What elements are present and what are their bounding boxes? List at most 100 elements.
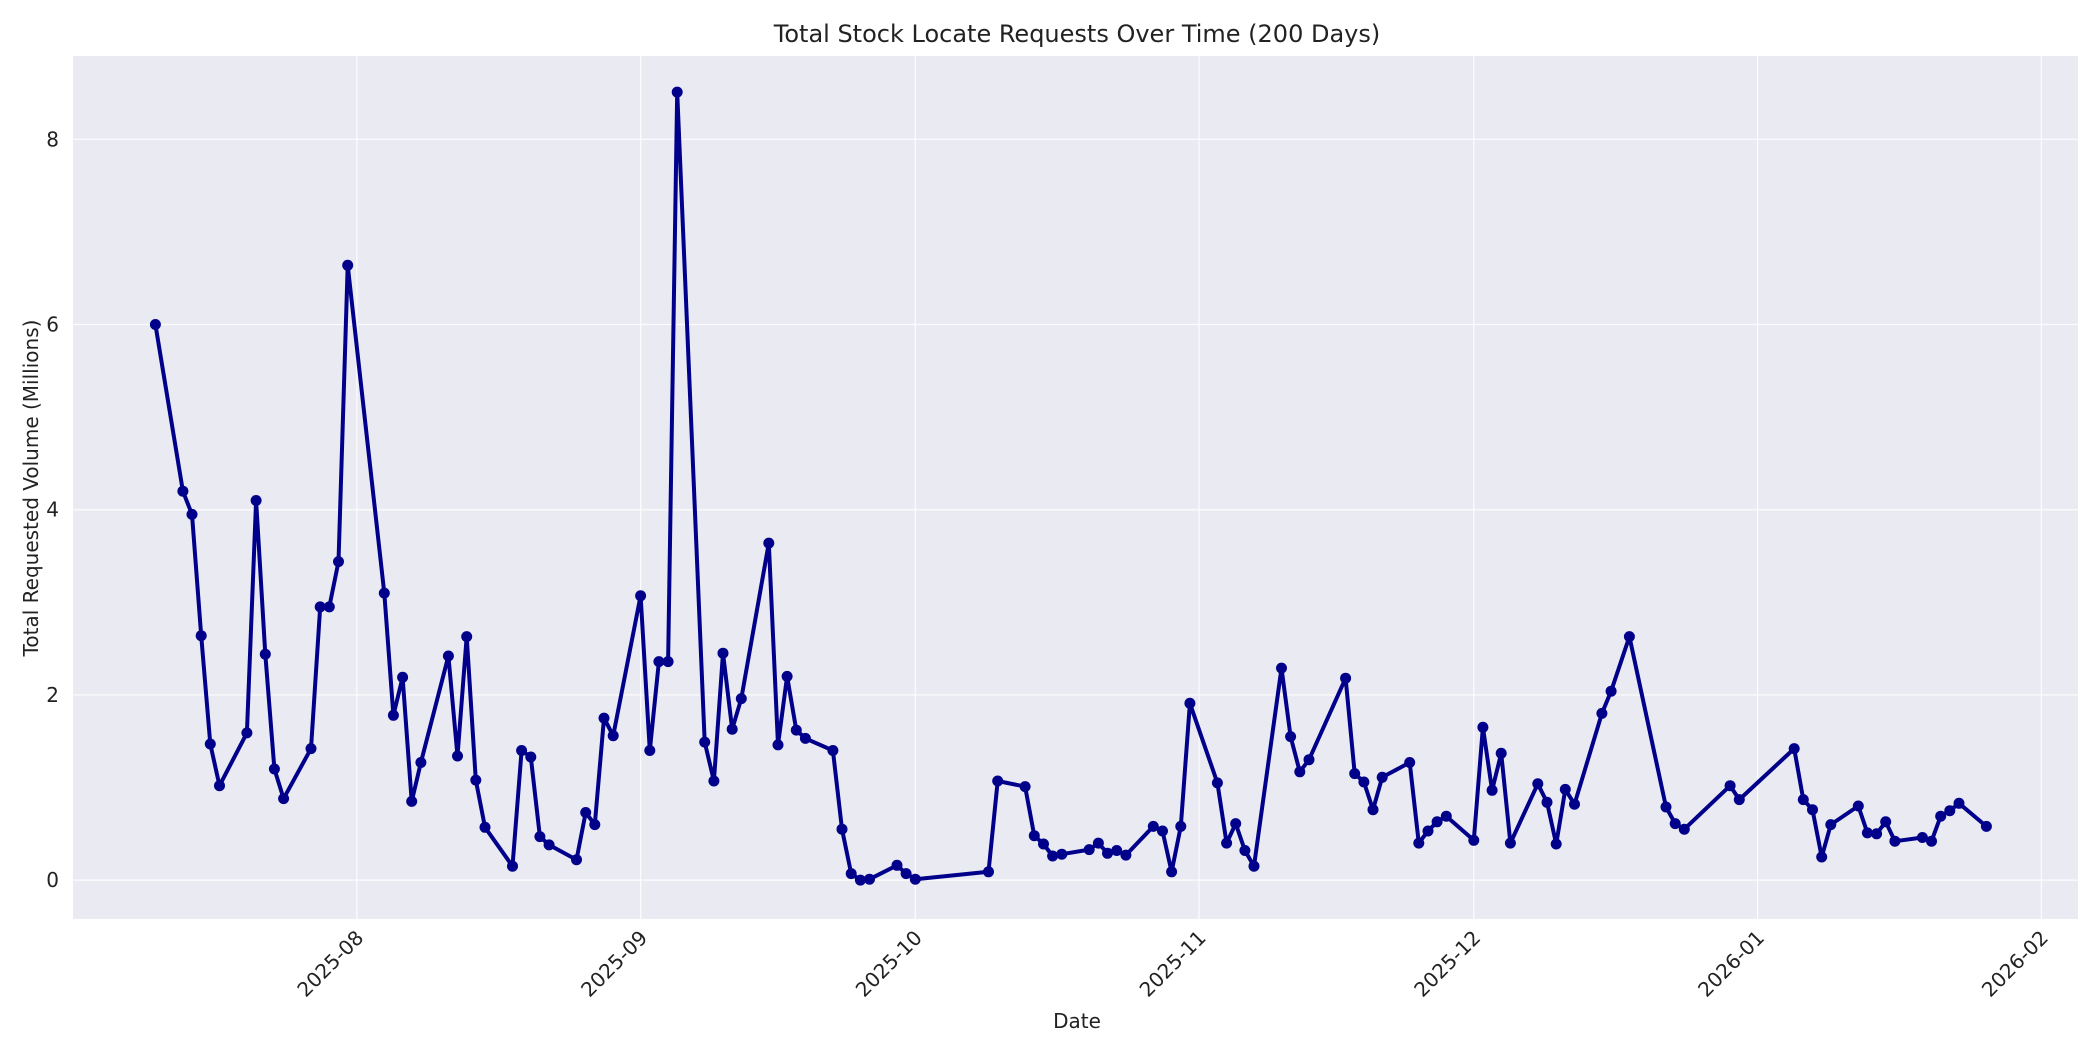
data-point-marker [1083, 844, 1095, 856]
data-point-marker [891, 859, 903, 871]
data-point-marker [1852, 800, 1864, 812]
chart-title: Total Stock Locate Requests Over Time (2… [773, 20, 1380, 48]
data-point-marker [470, 774, 482, 786]
data-point-marker [983, 866, 994, 878]
data-point-marker [763, 537, 775, 549]
data-point-marker [1569, 798, 1580, 810]
data-point-marker [479, 821, 491, 833]
data-point-marker [671, 86, 683, 98]
data-point-marker [1221, 837, 1233, 849]
data-point-marker [1019, 781, 1031, 793]
data-point-marker [827, 745, 839, 756]
data-point-marker [836, 823, 848, 835]
data-point-marker [1825, 819, 1837, 831]
data-point-marker [735, 693, 747, 705]
data-point-marker [607, 730, 619, 742]
data-point-marker [186, 508, 198, 520]
y-tick-label: 2 [46, 683, 59, 707]
data-point-marker [1871, 828, 1883, 840]
data-point-marker [1605, 685, 1617, 697]
data-point-marker [1660, 801, 1672, 813]
data-point-marker [333, 556, 344, 568]
data-point-marker [1724, 780, 1736, 792]
data-point-marker [1495, 747, 1507, 759]
data-point-marker [909, 873, 921, 885]
data-point-marker [1092, 837, 1104, 849]
data-point-marker [1477, 721, 1489, 733]
data-point-marker [250, 495, 262, 506]
data-point-marker [1248, 860, 1260, 872]
data-point-marker [900, 868, 912, 880]
data-point-marker [1788, 743, 1800, 755]
data-point-marker [580, 807, 592, 818]
data-point-marker [1889, 835, 1901, 847]
data-point-marker [1926, 835, 1937, 847]
data-point-marker [543, 839, 555, 851]
data-point-marker [1367, 804, 1379, 816]
data-point-marker [992, 775, 1004, 787]
data-point-marker [268, 763, 280, 775]
data-series [149, 86, 1992, 886]
data-point-marker [516, 745, 528, 756]
data-point-marker [1431, 816, 1443, 828]
data-point-marker [1953, 797, 1965, 809]
data-point-marker [1532, 778, 1544, 790]
data-point-marker [452, 750, 463, 762]
data-point-marker [1120, 849, 1132, 861]
data-point-marker [699, 736, 711, 748]
data-point-marker [1486, 784, 1498, 796]
data-point-marker [314, 601, 326, 613]
data-point-marker [799, 732, 811, 744]
data-point-marker [1980, 820, 1992, 832]
data-point-marker [534, 831, 546, 843]
data-point-marker [1440, 810, 1452, 822]
data-point-marker [1239, 845, 1251, 856]
data-point-marker [1028, 830, 1040, 842]
data-point-marker [1276, 662, 1287, 674]
data-point-marker [1294, 766, 1306, 778]
data-point-marker [1861, 827, 1873, 839]
data-point-marker [1596, 707, 1608, 719]
y-tick-label: 4 [46, 498, 59, 522]
data-point-marker [177, 485, 189, 497]
data-point-marker [1559, 783, 1571, 795]
data-point-marker [1147, 820, 1159, 832]
data-point-marker [1056, 848, 1068, 860]
data-point-marker [1678, 823, 1690, 835]
data-point-marker [1880, 816, 1892, 828]
data-point-marker [1916, 832, 1928, 843]
data-point-marker [1376, 771, 1388, 783]
data-point-marker [1816, 851, 1828, 863]
data-point-marker [854, 874, 866, 886]
data-point-marker [149, 319, 161, 330]
data-point-marker [598, 712, 610, 724]
data-point-marker [1404, 757, 1416, 768]
data-point-marker [214, 780, 225, 792]
data-point-marker [571, 854, 582, 866]
y-tick-label: 0 [46, 868, 59, 892]
data-point-marker [1102, 847, 1113, 859]
data-point-marker [1211, 777, 1223, 789]
data-point-marker [653, 656, 665, 668]
data-point-marker [1504, 837, 1516, 849]
data-point-marker [1303, 754, 1315, 766]
grid-lines [73, 56, 2078, 919]
data-point-marker [305, 743, 317, 755]
data-point-marker [1340, 672, 1352, 684]
data-point-marker [397, 671, 409, 683]
data-point-marker [717, 647, 729, 659]
data-point-marker [259, 648, 271, 660]
data-point-marker [635, 590, 647, 602]
data-point-marker [662, 656, 674, 668]
data-point-marker [204, 738, 216, 750]
y-axis-ticks: 0 2 4 6 8 [46, 127, 59, 892]
data-point-marker [1111, 845, 1123, 856]
data-point-marker [1166, 866, 1178, 878]
data-point-marker [1541, 796, 1553, 808]
data-point-marker [323, 601, 335, 613]
data-point-marker [1797, 794, 1809, 806]
data-point-marker [1807, 804, 1818, 816]
data-point-marker [1184, 697, 1196, 709]
